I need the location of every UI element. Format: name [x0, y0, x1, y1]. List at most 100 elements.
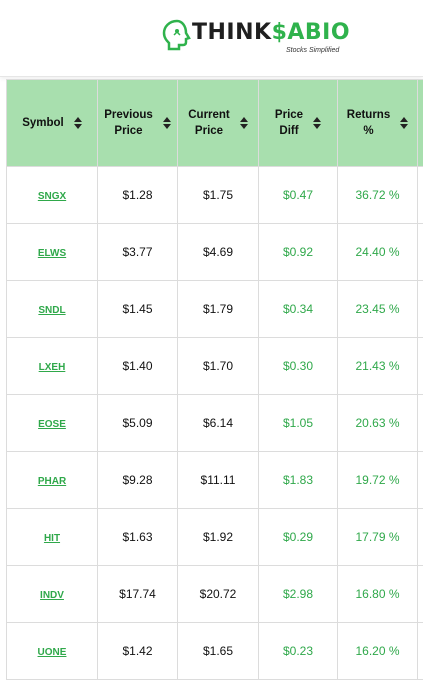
overflow-cell — [417, 394, 423, 452]
symbol-link[interactable]: INDV — [40, 590, 64, 601]
returns-cell: 16.80 % — [337, 565, 418, 623]
table-row: PHAR $9.28 $11.11 $1.83 19.72 % — [6, 451, 423, 509]
current-price-cell: $1.79 — [177, 280, 259, 338]
overflow-cell — [417, 622, 423, 680]
overflow-cell — [417, 166, 423, 224]
price-diff-cell: $0.92 — [258, 223, 338, 281]
table-header: Symbol Previous Price — [6, 79, 423, 167]
symbol-cell: SNDL — [6, 280, 98, 338]
table-row: INDV $17.74 $20.72 $2.98 16.80 % — [6, 565, 423, 623]
returns-cell: 20.63 % — [337, 394, 418, 452]
stock-returns-table-container[interactable]: Symbol Previous Price — [6, 79, 423, 689]
symbol-cell: PHAR — [6, 451, 98, 509]
table-row: ELWS $3.77 $4.69 $0.92 24.40 % — [6, 223, 423, 281]
table-row: SNDL $1.45 $1.79 $0.34 23.45 % — [6, 280, 423, 338]
previous-price-cell: $1.40 — [97, 337, 178, 395]
table-row: SNGX $1.28 $1.75 $0.47 36.72 % — [6, 166, 423, 224]
symbol-cell: UONE — [6, 622, 98, 680]
returns-cell: 36.72 % — [337, 166, 418, 224]
table-header-row: Symbol Previous Price — [6, 79, 423, 167]
table-row: HIT $1.63 $1.92 $0.29 17.79 % — [6, 508, 423, 566]
price-diff-cell: $0.30 — [258, 337, 338, 395]
price-diff-cell: $1.05 — [258, 394, 338, 452]
sort-icon[interactable] — [400, 117, 409, 129]
previous-price-cell: $1.42 — [97, 622, 178, 680]
sort-icon[interactable] — [162, 117, 171, 129]
current-price-cell: $1.65 — [177, 622, 259, 680]
previous-price-cell: $5.09 — [97, 394, 178, 452]
symbol-link[interactable]: LXEH — [38, 362, 66, 373]
symbol-link[interactable]: SNGX — [37, 191, 67, 202]
returns-cell: 19.72 % — [337, 451, 418, 509]
table-row: LXEH $1.40 $1.70 $0.30 21.43 % — [6, 337, 423, 395]
symbol-link[interactable]: PHAR — [37, 476, 67, 487]
symbol-cell: INDV — [6, 565, 98, 623]
overflow-cell — [417, 223, 423, 281]
price-diff-cell: $1.83 — [258, 451, 338, 509]
previous-price-cell: $9.28 — [97, 451, 178, 509]
brand-name: THINK$ABIO — [192, 20, 350, 45]
column-header-previous-price[interactable]: Previous Price — [97, 79, 178, 167]
symbol-cell: EOSE — [6, 394, 98, 452]
returns-cell: 23.45 % — [337, 280, 418, 338]
sort-icon[interactable] — [313, 117, 322, 129]
symbol-link[interactable]: ELWS — [37, 248, 67, 259]
returns-cell: 16.20 % — [337, 622, 418, 680]
symbol-cell: LXEH — [6, 337, 98, 395]
symbol-link[interactable]: EOSE — [38, 419, 66, 430]
sort-icon[interactable] — [239, 117, 248, 129]
returns-cell: 17.79 % — [337, 508, 418, 566]
price-diff-cell: $0.47 — [258, 166, 338, 224]
overflow-cell — [417, 565, 423, 623]
column-header-label: Previous Price — [104, 109, 153, 137]
symbol-cell: HIT — [6, 508, 98, 566]
price-diff-cell: $0.23 — [258, 622, 338, 680]
column-header-label: Current Price — [188, 109, 230, 137]
overflow-cell — [417, 337, 423, 395]
previous-price-cell: $3.77 — [97, 223, 178, 281]
current-price-cell: $1.75 — [177, 166, 259, 224]
table-row: EOSE $5.09 $6.14 $1.05 20.63 % — [6, 394, 423, 452]
current-price-cell: $1.92 — [177, 508, 259, 566]
returns-cell: 24.40 % — [337, 223, 418, 281]
current-price-cell: $4.69 — [177, 223, 259, 281]
brand-name-accent: $ — [271, 20, 288, 45]
column-header-overflow — [417, 79, 423, 167]
overflow-cell — [417, 451, 423, 509]
price-diff-cell: $2.98 — [258, 565, 338, 623]
previous-price-cell: $1.45 — [97, 280, 178, 338]
overflow-cell — [417, 508, 423, 566]
site-header: THINK$ABIO Stocks Simplified — [0, 0, 423, 77]
column-header-current-price[interactable]: Current Price — [177, 79, 259, 167]
table-body: SNGX $1.28 $1.75 $0.47 36.72 % ELWS $3.7… — [6, 166, 423, 680]
symbol-link[interactable]: UONE — [37, 647, 67, 658]
column-header-label: Symbol — [22, 117, 64, 129]
current-price-cell: $11.11 — [177, 451, 259, 509]
column-header-label: Returns% — [346, 109, 391, 137]
previous-price-cell: $1.28 — [97, 166, 178, 224]
price-diff-cell: $0.29 — [258, 508, 338, 566]
head-silhouette-icon — [162, 19, 191, 51]
column-header-symbol[interactable]: Symbol — [6, 79, 98, 167]
column-header-price-diff[interactable]: Price Diff — [258, 79, 338, 167]
column-header-label: Price Diff — [274, 109, 304, 137]
brand-name-prefix: THINK — [192, 20, 272, 45]
column-header-returns[interactable]: Returns% — [337, 79, 418, 167]
previous-price-cell: $17.74 — [97, 565, 178, 623]
current-price-cell: $20.72 — [177, 565, 259, 623]
table-row: UONE $1.42 $1.65 $0.23 16.20 % — [6, 622, 423, 680]
symbol-link[interactable]: SNDL — [38, 305, 66, 316]
price-diff-cell: $0.34 — [258, 280, 338, 338]
current-price-cell: $6.14 — [177, 394, 259, 452]
brand-name-suffix: ABIO — [287, 20, 351, 45]
previous-price-cell: $1.63 — [97, 508, 178, 566]
stock-returns-table: Symbol Previous Price — [6, 79, 423, 680]
sort-icon[interactable] — [73, 117, 82, 129]
returns-cell: 21.43 % — [337, 337, 418, 395]
brand-tagline: Stocks Simplified — [286, 47, 340, 54]
symbol-cell: ELWS — [6, 223, 98, 281]
current-price-cell: $1.70 — [177, 337, 259, 395]
symbol-link[interactable]: HIT — [43, 533, 61, 544]
thinksabio-logo[interactable]: THINK$ABIO Stocks Simplified — [160, 18, 360, 68]
